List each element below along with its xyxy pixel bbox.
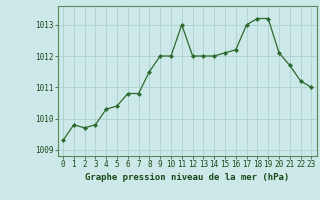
X-axis label: Graphe pression niveau de la mer (hPa): Graphe pression niveau de la mer (hPa) <box>85 173 289 182</box>
